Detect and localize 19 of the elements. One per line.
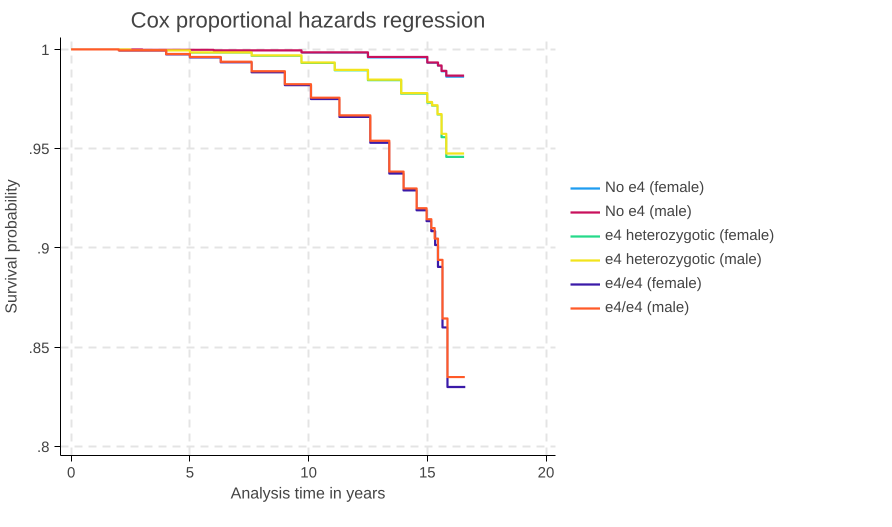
legend-label: No e4 (male): [605, 202, 692, 220]
y-tick-label: .85: [28, 340, 50, 357]
chart-title: Cox proportional hazards regression: [130, 8, 486, 32]
x-tick-label: 15: [418, 464, 436, 482]
x-tick-label: 5: [186, 464, 194, 482]
y-tick-label: 1: [41, 42, 50, 59]
x-axis-title: Analysis time in years: [230, 486, 386, 502]
legend-label: e4 heterozygotic (male): [605, 250, 762, 268]
y-tick-label: .95: [28, 141, 50, 158]
legend-label: No e4 (female): [605, 178, 704, 196]
x-tick-label: 10: [300, 464, 317, 482]
y-tick-label: .8: [36, 439, 50, 456]
y-axis-title: Survival probability: [4, 179, 21, 314]
x-tick-label: 20: [538, 464, 554, 482]
legend-label: e4/e4 (female): [605, 274, 702, 292]
legend-label: e4/e4 (male): [605, 298, 690, 316]
x-tick-label: 0: [67, 464, 76, 482]
y-tick-label: .9: [36, 240, 50, 258]
legend-label: e4 heterozygotic (female): [605, 226, 774, 244]
